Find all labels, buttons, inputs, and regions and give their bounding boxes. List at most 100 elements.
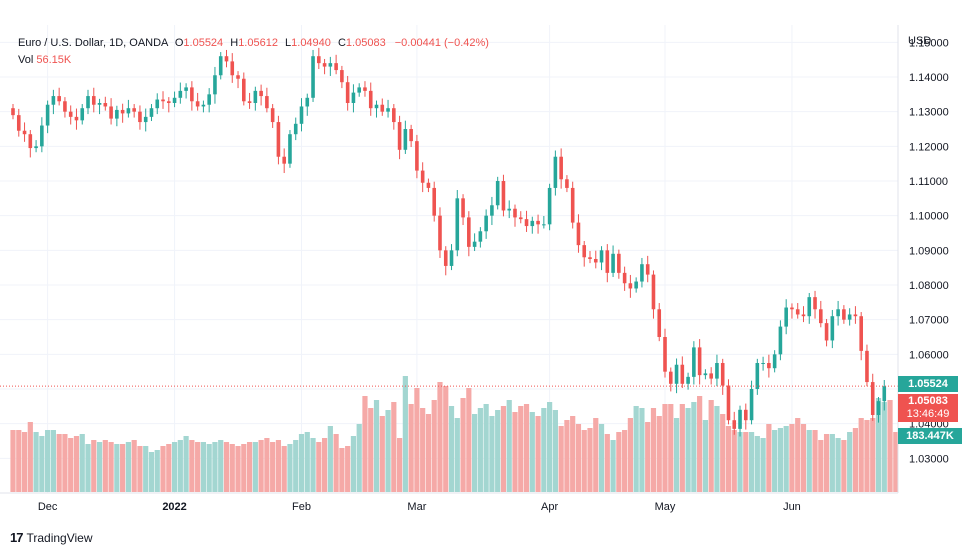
volume-label[interactable]: Vol: [18, 54, 34, 66]
volume-bar: [114, 444, 120, 492]
candle: [293, 117, 298, 141]
volume-bar: [33, 432, 39, 492]
volume-bar: [443, 386, 449, 492]
volume-bar: [523, 404, 530, 492]
candle: [224, 49, 229, 68]
volume-bar: [16, 430, 22, 492]
volume-bar: [73, 436, 80, 492]
volume-tag: 183.447K: [898, 428, 962, 444]
last-close-tag: 1.05083 13:46:49: [898, 394, 958, 422]
open-label: O: [174, 37, 184, 49]
volume-bar: [171, 442, 178, 492]
volume-bar: [679, 404, 685, 492]
volume-bar: [160, 446, 166, 492]
candle: [461, 194, 465, 226]
volume-bar: [460, 398, 466, 492]
volume-bar: [108, 442, 114, 492]
candle: [593, 250, 598, 269]
volume-bar: [385, 410, 391, 492]
candle: [819, 300, 823, 328]
volume-bar: [858, 418, 864, 492]
candle: [732, 411, 737, 435]
candle: [178, 82, 183, 104]
volume-bar: [708, 400, 714, 492]
volume-bar: [183, 436, 189, 492]
candle: [97, 98, 102, 115]
volume-bar: [570, 416, 576, 492]
volume-bar: [818, 440, 824, 492]
candle: [270, 104, 275, 128]
price-tick-label: 1.13000: [909, 107, 949, 119]
candle: [86, 89, 90, 115]
candle: [622, 266, 627, 291]
candle: [57, 87, 61, 106]
volume-bar: [437, 382, 443, 492]
candle: [495, 176, 500, 210]
volume-bar: [823, 434, 830, 492]
open-value: 1.05524: [183, 37, 224, 49]
candlesticks: [11, 47, 887, 437]
candle: [813, 290, 817, 319]
candle: [628, 274, 633, 298]
volume-bar: [270, 442, 276, 492]
volume-bar: [875, 398, 882, 492]
volume-bar: [864, 420, 870, 492]
candle: [588, 251, 592, 264]
brand-name: TradingView: [26, 530, 93, 545]
candle: [553, 150, 558, 196]
candle: [703, 369, 708, 380]
candle: [726, 379, 731, 425]
candle: [299, 98, 304, 132]
candle: [755, 358, 760, 395]
candle: [166, 97, 171, 113]
candle: [68, 105, 73, 125]
candle: [16, 108, 21, 137]
volume-bar: [766, 424, 772, 492]
candle: [334, 54, 338, 75]
candle: [709, 367, 713, 385]
volume-bar: [777, 428, 784, 492]
candle: [530, 216, 535, 234]
volume-bar: [50, 430, 56, 492]
volume-bar: [627, 418, 633, 492]
volume-bar: [489, 416, 495, 492]
volume-bar: [506, 400, 512, 492]
candle: [351, 84, 356, 113]
candle: [397, 115, 402, 160]
last-close-value: 1.05083: [908, 395, 948, 407]
symbol-title[interactable]: Euro / U.S. Dollar, 1D, OANDA: [18, 37, 168, 49]
candle: [472, 233, 477, 252]
candle: [311, 49, 315, 102]
volume-bar: [356, 424, 362, 492]
candle: [859, 312, 863, 361]
candle: [172, 91, 177, 108]
candle: [34, 140, 38, 153]
candle: [518, 211, 523, 224]
volume-bar: [350, 436, 357, 492]
currency-label[interactable]: USD: [908, 35, 932, 47]
candle: [507, 200, 512, 219]
volume-bar: [252, 442, 258, 492]
volume-bar: [21, 432, 28, 492]
candle: [161, 91, 165, 109]
volume-bar: [154, 450, 160, 492]
candle: [242, 72, 246, 106]
volume-bar: [91, 440, 97, 492]
candle: [784, 299, 788, 335]
time-tick-label: Mar: [407, 501, 426, 513]
candle: [778, 320, 783, 361]
candle: [484, 209, 488, 239]
candle: [455, 190, 460, 257]
volume-bar: [212, 442, 218, 492]
tradingview-brand[interactable]: 17 TradingView: [10, 530, 93, 545]
volume-bar: [200, 442, 207, 492]
candle: [218, 52, 223, 80]
candle: [524, 210, 529, 232]
candle: [651, 270, 656, 319]
volume-bar: [333, 434, 339, 492]
candle: [824, 318, 829, 347]
volume-bar: [748, 432, 755, 492]
volume-bar: [656, 416, 662, 492]
volume-bar: [62, 434, 68, 492]
